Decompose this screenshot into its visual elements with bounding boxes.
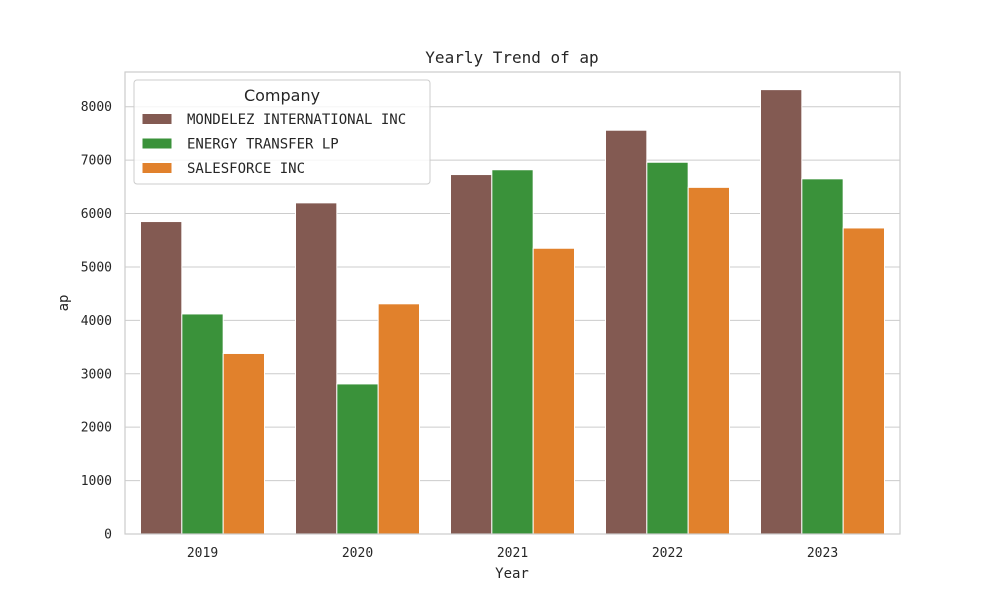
- legend-box: [133, 79, 431, 185]
- legend-label: SALESFORCE INC: [187, 161, 305, 177]
- y-tick-label: 0: [104, 528, 112, 543]
- bar: [605, 129, 648, 535]
- legend-title: Company: [244, 86, 320, 105]
- legend-swatch: [141, 113, 173, 125]
- y-axis-label: ap: [56, 295, 72, 312]
- chart-title: Yearly Trend of ap: [425, 48, 598, 67]
- bar: [336, 383, 379, 535]
- bar: [646, 161, 689, 535]
- plot-frame: [124, 71, 901, 535]
- y-tick-label: 3000: [81, 367, 112, 382]
- bar: [295, 202, 338, 535]
- y-tick-label: 1000: [81, 474, 112, 489]
- x-tick-label: 2023: [807, 546, 838, 561]
- bar: [842, 227, 886, 535]
- bar: [181, 313, 224, 535]
- bar: [491, 169, 534, 535]
- legend-swatch: [141, 137, 173, 150]
- x-tick-label: 2021: [497, 546, 528, 561]
- y-tick-label: 7000: [81, 154, 112, 169]
- bar: [140, 221, 183, 535]
- bars: [140, 89, 886, 535]
- y-tick-label: 2000: [81, 421, 112, 436]
- legend-swatch: [141, 162, 173, 174]
- x-axis-label: Year: [495, 566, 529, 582]
- x-tick-labels: 2019 2020 2021 2022 2023: [187, 546, 838, 561]
- legend: Company MONDELEZ INTERNATIONAL INC ENERGY…: [133, 79, 431, 185]
- x-tick-label: 2020: [342, 546, 373, 561]
- y-tick-label: 6000: [81, 207, 112, 222]
- bar: [760, 89, 803, 535]
- legend-label: ENERGY TRANSFER LP: [187, 137, 339, 153]
- x-tick-label: 2019: [187, 546, 218, 561]
- x-tick-label: 2022: [652, 546, 683, 561]
- legend-label: MONDELEZ INTERNATIONAL INC: [187, 112, 406, 128]
- bar: [222, 352, 266, 535]
- bar: [801, 178, 844, 535]
- y-tick-labels: 0 1000 2000 3000 4000 5000 6000 7000 8000: [81, 100, 112, 542]
- y-tick-label: 4000: [81, 314, 112, 329]
- bar: [532, 247, 576, 535]
- bar: [687, 186, 731, 535]
- legend-items: MONDELEZ INTERNATIONAL INC ENERGY TRANSFE…: [141, 112, 406, 177]
- y-tick-label: 8000: [81, 100, 112, 115]
- y-tick-label: 5000: [81, 260, 112, 275]
- bar: [377, 303, 420, 535]
- bar: [450, 174, 493, 535]
